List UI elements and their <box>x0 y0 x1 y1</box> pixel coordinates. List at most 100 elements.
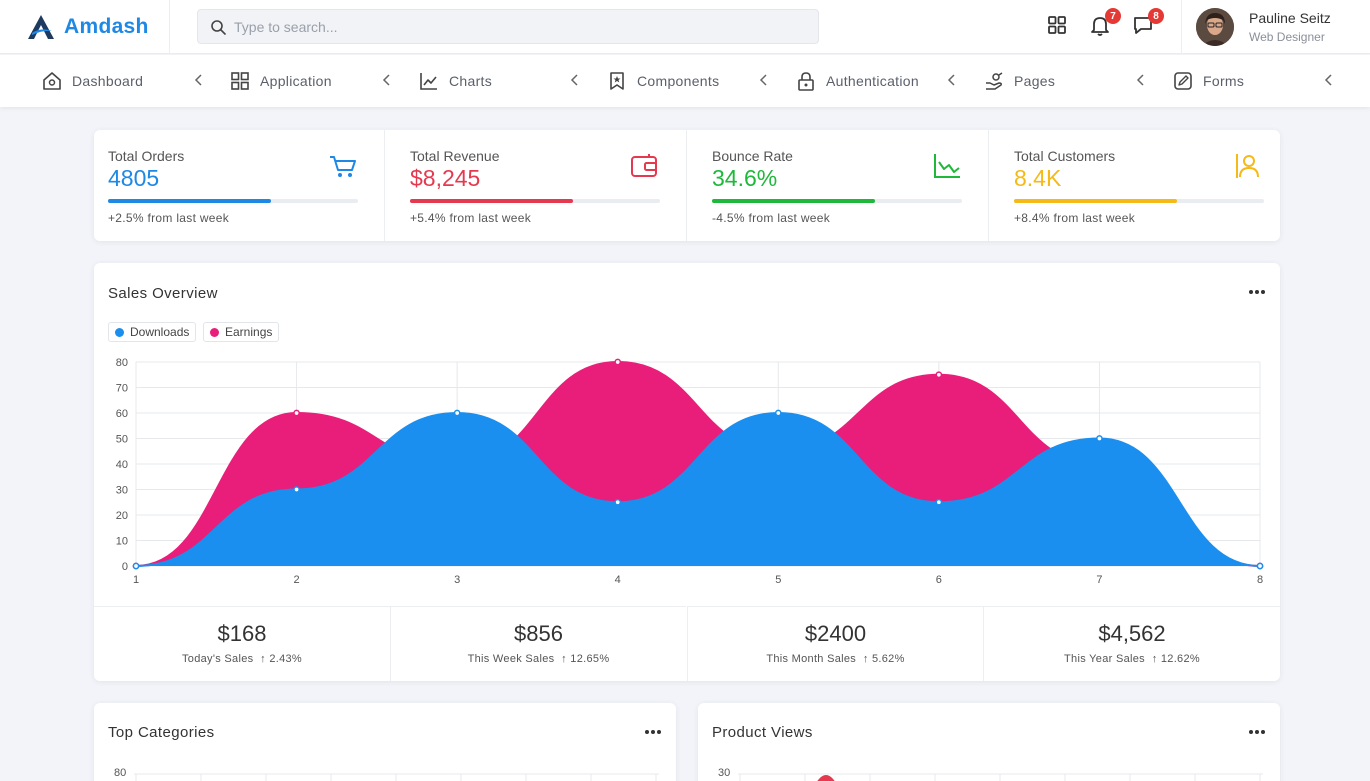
search-input[interactable] <box>234 18 794 35</box>
data-point-downloads <box>614 498 622 506</box>
summary-label: This Week Sales ↑ 12.65% <box>467 653 610 665</box>
chevron-left-icon[interactable] <box>946 73 958 87</box>
summary-value: $4,562 <box>1098 621 1166 646</box>
x-tick-label: 1 <box>133 574 139 586</box>
summary-value: $856 <box>514 621 563 646</box>
users-icon <box>1236 154 1259 178</box>
data-point-earnings <box>293 409 300 417</box>
brand[interactable]: Amdash <box>0 0 170 54</box>
chevron-left-icon[interactable] <box>381 73 393 87</box>
stat-change: +8.4% from last week <box>1014 211 1136 225</box>
data-point-downloads <box>453 409 461 417</box>
more-options-icon[interactable] <box>1248 289 1266 295</box>
brand-name: Amdash <box>64 15 149 38</box>
more-options-icon[interactable] <box>1248 729 1266 735</box>
stat-value: 34.6% <box>712 165 778 191</box>
user-profile[interactable]: Pauline Seitz Web Designer <box>1181 0 1370 54</box>
product-views-card: Product Views 30 <box>698 703 1280 781</box>
home-icon <box>43 72 61 90</box>
card-title: Top Categories <box>108 724 215 741</box>
stat-title: Bounce Rate <box>712 148 793 164</box>
cart-icon <box>330 156 356 177</box>
progress-track <box>712 199 962 203</box>
chevron-left-icon[interactable] <box>193 73 205 87</box>
nav-item-forms[interactable]: Forms <box>1173 55 1244 107</box>
progress-track <box>410 199 660 203</box>
sales-overview-card: Sales Overview Downloads Earnings 0 10 20 3… <box>94 263 1280 681</box>
nav-item-dashboard[interactable]: Dashboard <box>42 55 143 107</box>
stat-total-orders: Total Orders 4805 +2.5% from last week <box>94 130 384 241</box>
search-box <box>197 9 819 44</box>
summary-label: This Month Sales ↑ 5.62% <box>766 653 905 665</box>
stat-change: +5.4% from last week <box>410 211 532 225</box>
nav-label: Pages <box>1014 73 1056 89</box>
series-area-downloads <box>136 413 1260 566</box>
x-tick-label: 8 <box>1257 574 1263 586</box>
nav-item-pages[interactable]: Pages <box>984 55 1055 107</box>
nav-bar: Dashboard Application Charts Components <box>0 55 1370 107</box>
progress-fill <box>712 199 875 203</box>
search-icon <box>211 19 226 35</box>
top-bar: Amdash 7 8 <box>0 0 1370 54</box>
arrow-up-icon: ↑ <box>862 653 869 665</box>
nav-label: Application <box>260 73 332 89</box>
messages-button[interactable]: 8 <box>1132 8 1164 38</box>
stat-change: -4.5% from last week <box>712 211 831 225</box>
nav-item-charts[interactable]: Charts <box>419 55 492 107</box>
bell-icon <box>1091 17 1109 36</box>
top-categories-grid <box>134 773 659 781</box>
trend-chart-icon <box>934 154 960 178</box>
divider <box>384 130 385 241</box>
y-tick-label: 80 <box>116 357 128 369</box>
message-badge: 8 <box>1148 8 1164 24</box>
y-tick-label: 40 <box>116 459 128 471</box>
chevron-left-icon[interactable] <box>569 73 581 87</box>
summary-value: $2400 <box>804 621 867 646</box>
user-name: Pauline Seitz <box>1249 10 1331 26</box>
progress-fill <box>108 199 271 203</box>
summary-week: $856 This Week Sales ↑ 12.65% <box>390 606 686 681</box>
lock-icon <box>798 72 814 91</box>
notification-badge: 7 <box>1105 8 1121 24</box>
card-title: Product Views <box>712 724 813 741</box>
more-options-icon[interactable] <box>644 729 662 735</box>
stat-total-customers: Total Customers 8.4K +8.4% from last wee… <box>1000 130 1280 241</box>
nav-item-application[interactable]: Application <box>230 55 332 107</box>
legend-item-earnings[interactable]: Earnings <box>203 322 280 342</box>
edit-icon <box>1174 72 1192 90</box>
nav-label: Charts <box>449 73 493 89</box>
notifications-button[interactable]: 7 <box>1089 8 1121 38</box>
divider <box>686 130 687 241</box>
data-point-downloads <box>935 498 943 506</box>
nav-item-authentication[interactable]: Authentication <box>796 55 919 107</box>
stat-title: Total Revenue <box>410 148 500 164</box>
bookmark-icon <box>610 72 624 90</box>
data-point-earnings <box>935 371 943 379</box>
y-tick-label: 0 <box>122 561 128 573</box>
wallet-icon <box>631 154 657 177</box>
y-tick-label: 30 <box>116 485 128 497</box>
progress-fill <box>410 199 573 203</box>
card-title: Sales Overview <box>108 285 218 302</box>
nav-label: Components <box>637 73 720 89</box>
legend-label: Earnings <box>225 325 273 339</box>
nav-label: Forms <box>1203 73 1245 89</box>
nav-label: Authentication <box>826 73 919 89</box>
stats-card: Total Orders 4805 +2.5% from last week T… <box>94 130 1280 241</box>
legend-item-downloads[interactable]: Downloads <box>108 322 197 342</box>
y-tick-label: 60 <box>116 408 128 420</box>
data-point-downloads <box>774 409 782 417</box>
chevron-left-icon[interactable] <box>758 73 770 87</box>
nav-item-components[interactable]: Components <box>607 55 719 107</box>
chevron-left-icon[interactable] <box>1135 73 1147 87</box>
legend-dot <box>210 327 219 337</box>
summary-month: $2400 This Month Sales ↑ 5.62% <box>687 606 983 681</box>
arrow-up-icon: ↑ <box>260 653 266 665</box>
apps-button[interactable] <box>1046 14 1070 38</box>
data-point-downloads <box>132 562 140 570</box>
hand-icon <box>986 72 1003 90</box>
stat-title: Total Orders <box>108 148 185 164</box>
chevron-left-icon[interactable] <box>1323 73 1335 87</box>
avatar <box>1196 8 1234 46</box>
x-tick-label: 6 <box>936 574 942 586</box>
